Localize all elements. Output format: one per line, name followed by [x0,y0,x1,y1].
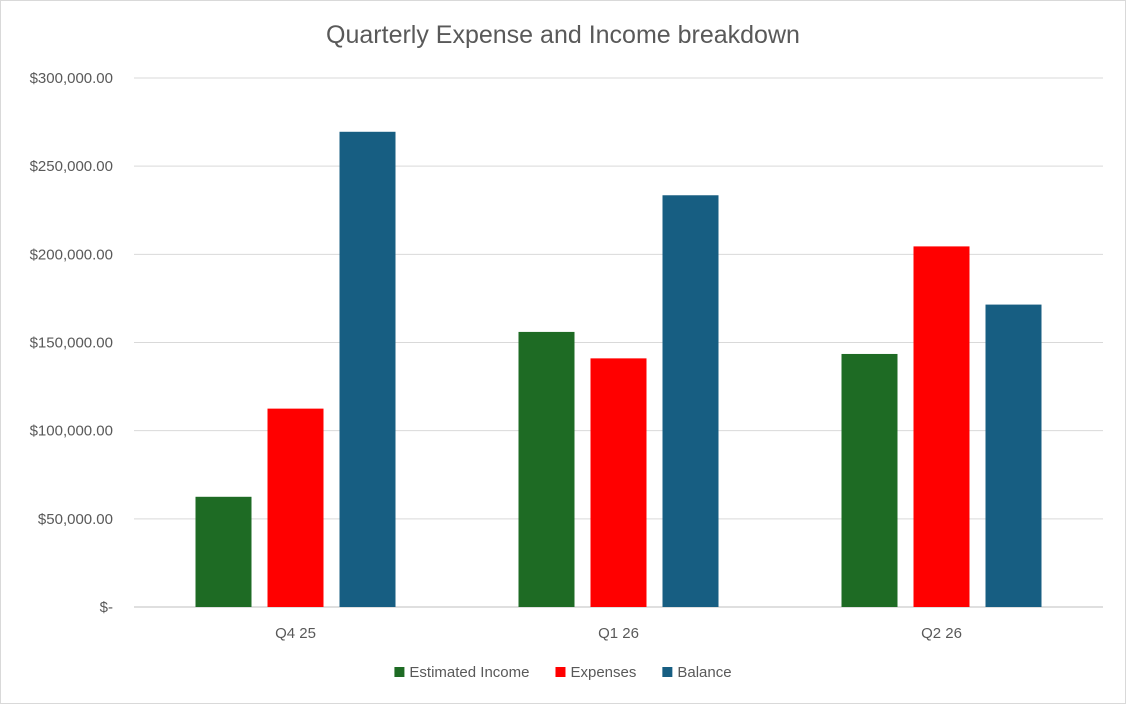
chart-title: Quarterly Expense and Income breakdown [326,21,800,49]
x-tick-label: Q2 26 [921,625,962,642]
x-axis-tick-labels: Q4 25 Q1 26 Q2 26 [275,625,962,642]
legend-item-expenses: Expenses [555,664,636,681]
legend-swatch [662,667,673,677]
bar-balance-q2-26 [985,304,1042,607]
y-axis-tick-labels: $- $50,000.00 $100,000.00 $150,000.00 $200,0… [30,70,113,616]
legend-item-balance: Balance [662,664,732,681]
legend-label: Balance [677,664,731,681]
y-tick-label: $300,000.00 [30,70,113,87]
y-tick-label: $100,000.00 [30,423,113,440]
legend-label: Estimated Income [409,664,529,681]
bar-expenses-q2-26 [913,246,970,608]
bar-estimated-income-q1-26 [518,331,575,607]
x-tick-label: Q1 26 [598,625,639,642]
y-tick-label: $50,000.00 [38,511,113,528]
bar-balance-q4-25 [339,131,396,607]
y-tick-label: $150,000.00 [30,335,113,352]
legend-swatch [394,667,405,677]
bars [195,131,1042,608]
bar-estimated-income-q2-26 [841,353,898,607]
legend: Estimated Income Expenses Balance [394,664,732,681]
y-tick-label: $250,000.00 [30,158,113,175]
bar-estimated-income-q4-25 [195,496,252,607]
bar-expenses-q1-26 [590,358,647,607]
legend-label: Expenses [570,664,636,681]
bar-expenses-q4-25 [267,408,324,607]
x-tick-label: Q4 25 [275,625,316,642]
legend-item-estimated-income: Estimated Income [394,664,529,681]
y-tick-label: $- [100,599,113,616]
y-tick-label: $200,000.00 [30,246,113,263]
legend-swatch [555,667,566,677]
bar-balance-q1-26 [662,195,719,608]
